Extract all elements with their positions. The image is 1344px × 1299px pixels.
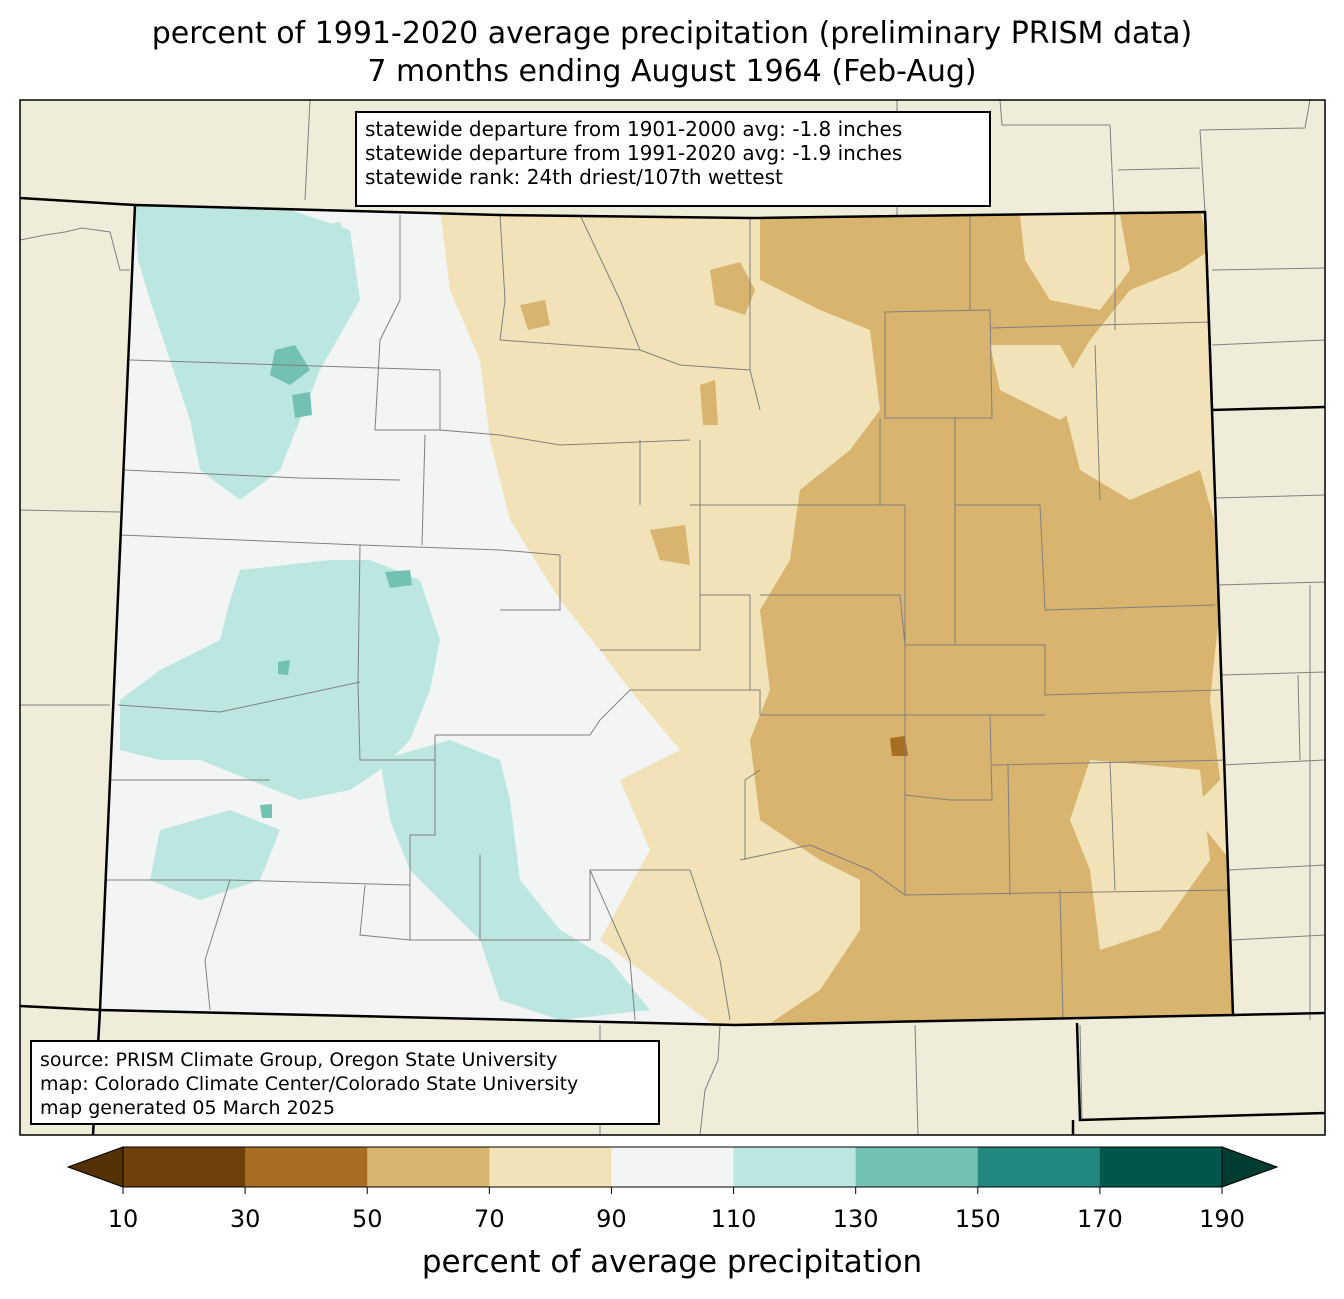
county-lines [100,212,1231,1021]
colorbar-segment [611,1147,735,1187]
colorbar-tick-label: 50 [351,1205,383,1233]
statewide-stats-box: statewide departure from 1901-2000 avg: … [355,111,991,207]
colorbar-segment [855,1147,979,1187]
colorbar-tick-label: 170 [1076,1205,1123,1233]
map-subtitle: 7 months ending August 1964 (Feb-Aug) [367,54,977,89]
colorbar-frame [122,1146,1223,1188]
colorbar-tick-label: 30 [229,1205,261,1233]
colorbar-segment [367,1147,490,1187]
source-line: map: Colorado Climate Center/Colorado St… [40,1073,579,1095]
stats-line: statewide departure from 1991-2020 avg: … [365,141,903,165]
colorbar-segment [1099,1147,1223,1187]
map-title: percent of 1991-2020 average precipitati… [151,16,1193,51]
colorbar-segment [977,1147,1101,1187]
precipitation-fill [100,205,1233,1025]
source-line: source: PRISM Climate Group, Oregon Stat… [40,1049,558,1071]
colorbar-tick-label: 10 [107,1205,139,1233]
source-line: map generated 05 March 2025 [40,1097,335,1119]
colorado-border [98,203,1235,1027]
colorbar-tick-label: 70 [474,1205,505,1233]
source-box: source: PRISM Climate Group, Oregon Stat… [30,1040,660,1125]
colorbar [66,1146,1279,1194]
colorbar-segment [123,1147,246,1187]
colorbar-tick-label: 190 [1199,1205,1245,1233]
colorbar-segment [489,1147,612,1187]
colorbar-tick-label: 150 [954,1205,1001,1233]
colorbar-segment [733,1147,857,1187]
colorbar-tick-label: 110 [710,1205,757,1233]
colorbar-label: percent of average precipitation [421,1244,923,1280]
colorbar-segment [245,1147,368,1187]
colorbar-tick-label: 130 [832,1205,879,1233]
map-frame [19,99,1326,1136]
stats-line: statewide departure from 1901-2000 avg: … [365,117,903,141]
colorbar-under-arrow [66,1146,124,1188]
neighbor-county-lines [19,99,1326,1136]
stats-line: statewide rank: 24th driest/107th wettes… [365,165,783,189]
colorbar-over-arrow [1221,1146,1279,1188]
colorbar-tick-label: 90 [596,1205,627,1233]
